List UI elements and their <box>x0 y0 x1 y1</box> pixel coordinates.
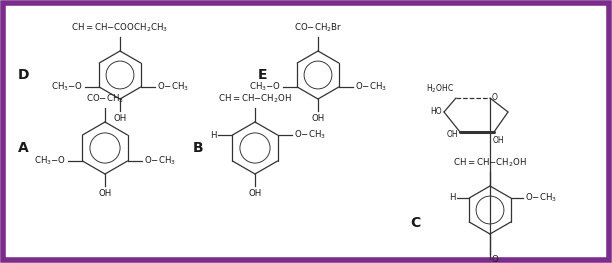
Text: O: O <box>492 94 498 103</box>
Text: OH: OH <box>492 136 504 145</box>
Text: CH$_3$$-$O: CH$_3$$-$O <box>51 81 83 93</box>
Text: CH$_3$$-$O: CH$_3$$-$O <box>34 155 67 167</box>
Text: C: C <box>410 216 420 230</box>
Text: O$-$CH$_3$: O$-$CH$_3$ <box>157 81 188 93</box>
Text: OH: OH <box>446 130 458 139</box>
Text: CH$_3$$-$O: CH$_3$$-$O <box>249 81 282 93</box>
Text: B: B <box>193 141 204 155</box>
Text: A: A <box>18 141 29 155</box>
Text: H$_2$OHC: H$_2$OHC <box>426 83 454 95</box>
Text: CH$=$CH$-$COOCH$_2$CH$_3$: CH$=$CH$-$COOCH$_2$CH$_3$ <box>72 22 168 34</box>
Text: OH: OH <box>248 189 261 198</box>
Text: O$-$CH$_3$: O$-$CH$_3$ <box>524 192 557 204</box>
Text: O$-$CH$_3$: O$-$CH$_3$ <box>355 81 387 93</box>
Text: H: H <box>449 194 455 203</box>
Text: CH$=$CH$-$CH$_2$OH: CH$=$CH$-$CH$_2$OH <box>218 93 292 105</box>
Text: HO: HO <box>430 108 442 117</box>
Text: O$-$CH$_3$: O$-$CH$_3$ <box>294 129 326 141</box>
Text: E: E <box>258 68 267 82</box>
Text: O$-$CH$_3$: O$-$CH$_3$ <box>144 155 176 167</box>
Text: OH: OH <box>113 114 127 123</box>
Text: H: H <box>210 130 217 139</box>
Text: CO$-$CH$_2$Br: CO$-$CH$_2$Br <box>294 22 342 34</box>
Text: CH$=$CH$-$CH$_2$OH: CH$=$CH$-$CH$_2$OH <box>453 156 527 169</box>
Text: D: D <box>18 68 29 82</box>
Text: O: O <box>492 255 499 263</box>
Text: CO$-$CH$_3$: CO$-$CH$_3$ <box>86 93 124 105</box>
Text: OH: OH <box>312 114 324 123</box>
Text: OH: OH <box>99 189 111 198</box>
